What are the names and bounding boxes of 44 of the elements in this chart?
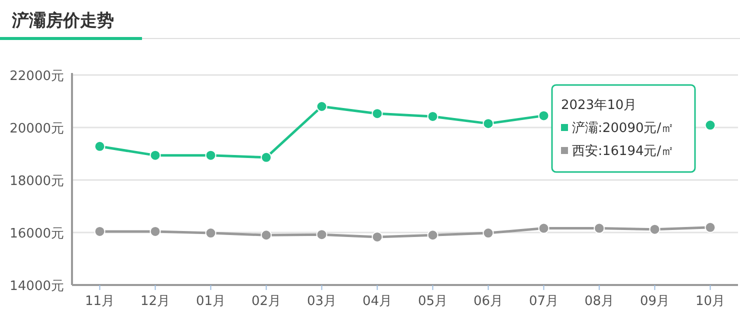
- point: [538, 222, 550, 234]
- point: [205, 228, 216, 239]
- x-tick-label: 09月: [640, 294, 670, 309]
- x-tick-label: 05月: [418, 294, 448, 309]
- x-tick-label: 04月: [362, 294, 392, 309]
- x-tick-label: 10月: [695, 294, 726, 309]
- point: [482, 118, 494, 130]
- point: [594, 222, 605, 234]
- point: [205, 150, 216, 161]
- point: [150, 150, 161, 161]
- y-tick-label: 22000元: [10, 69, 64, 84]
- point: [260, 152, 272, 163]
- x-tick-label: 02月: [251, 294, 282, 309]
- point: [704, 222, 716, 233]
- chart-title: 浐灞房价走势: [11, 11, 114, 31]
- point: [94, 226, 106, 237]
- point: [482, 228, 494, 239]
- x-tick-label: 11月: [84, 294, 115, 309]
- y-tick-label: 18000元: [10, 174, 64, 189]
- x-tick-label: 07月: [528, 294, 559, 309]
- y-tick-label: 16000元: [10, 226, 64, 242]
- point: [372, 231, 383, 242]
- x-tick-label: 08月: [584, 294, 614, 309]
- point: [260, 230, 272, 241]
- y-tick-label: 14000元: [10, 279, 64, 294]
- y-tick-label: 20000元: [10, 122, 64, 136]
- point: [649, 224, 660, 235]
- annotation: 西安:16194元/㎡: [572, 143, 674, 159]
- point: [372, 108, 383, 120]
- x-tick-label: 01月: [196, 294, 226, 309]
- point: [94, 140, 106, 152]
- annotation: 浐灞:20090元/㎡: [572, 121, 674, 136]
- point: [538, 110, 550, 122]
- legend: 2023年10月 浐灞:20090元/㎡ 西安:16194元/㎡: [551, 84, 696, 173]
- point: [150, 226, 161, 237]
- x-tick-label: 12月: [140, 294, 170, 309]
- annotation: 2023年10月: [561, 98, 637, 113]
- point: [427, 230, 438, 241]
- x-tick-label: 03月: [306, 294, 337, 309]
- point: [316, 229, 328, 240]
- point: [427, 110, 438, 122]
- point: [316, 101, 328, 112]
- point: [704, 120, 716, 131]
- x-tick-label: 06月: [473, 294, 504, 309]
